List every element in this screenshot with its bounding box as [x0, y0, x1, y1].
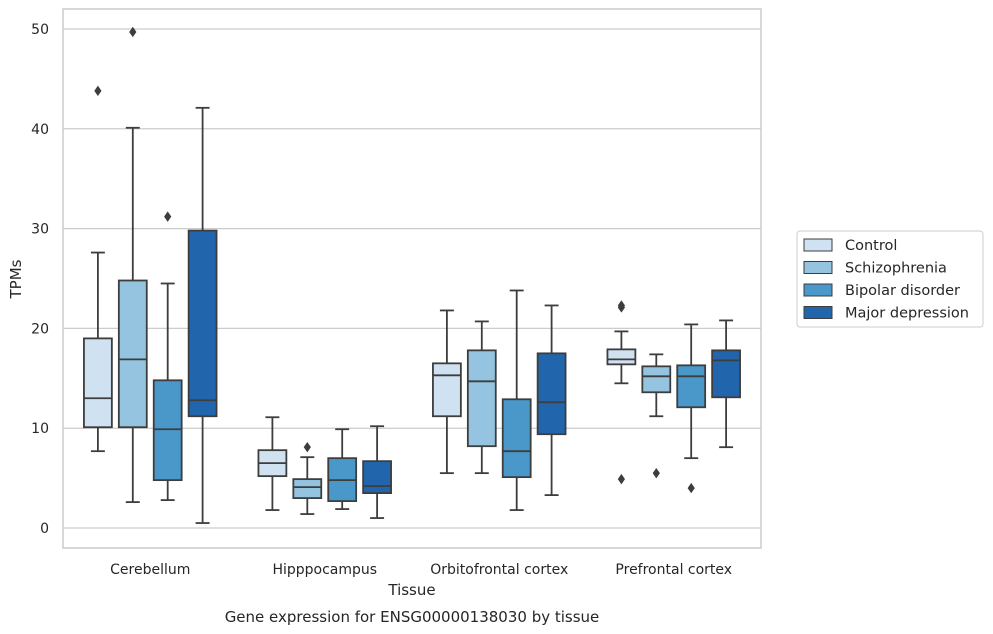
- plot-frame: [62, 8, 762, 549]
- outlier-marker: [687, 482, 695, 494]
- y-tick-label: 30: [31, 222, 49, 238]
- y-tick-label: 0: [40, 521, 49, 537]
- legend-label: Control: [845, 238, 897, 254]
- y-tick-label: 50: [31, 22, 49, 38]
- x-tick-label: Cerebellum: [110, 562, 190, 578]
- box-bipolar-disorder: [501, 289, 532, 511]
- x-tick-label: Orbitofrontal cortex: [430, 562, 568, 578]
- box: [187, 229, 218, 418]
- box-bipolar-disorder: [676, 323, 707, 494]
- y-tick-label: 10: [31, 421, 49, 437]
- box-control: [606, 300, 637, 485]
- box: [606, 348, 637, 366]
- box: [466, 349, 497, 448]
- legend-frame: [796, 230, 984, 328]
- box: [641, 365, 672, 394]
- x-tick-labels: Cerebellum Hipppocampus Orbitofrontal cort…: [110, 562, 732, 578]
- outlier-marker: [652, 467, 660, 479]
- legend-swatch: [803, 306, 833, 319]
- box-control: [257, 416, 288, 511]
- outlier-marker: [164, 211, 172, 222]
- box-schizophrenia: [466, 320, 497, 475]
- box: [292, 478, 323, 499]
- legend-label: Schizophrenia: [845, 261, 947, 277]
- box-bipolar-disorder: [152, 211, 183, 501]
- outlier-marker: [617, 302, 625, 313]
- legend-label: Major depression: [845, 306, 969, 322]
- box: [432, 362, 462, 418]
- y-tick-label: 20: [31, 321, 49, 337]
- x-axis-title: Tissue: [387, 581, 435, 599]
- box: [117, 279, 148, 429]
- box-control: [83, 85, 113, 453]
- y-tick-labels: 0 10 20 30 40 50: [31, 22, 49, 537]
- box-control: [432, 309, 462, 475]
- box-schizophrenia: [641, 353, 672, 479]
- chart-caption: Gene expression for ENSG00000138030 by t…: [225, 608, 600, 626]
- box-major-depression: [536, 304, 567, 496]
- box-major-depression: [362, 425, 392, 519]
- box-schizophrenia: [117, 26, 148, 503]
- box-bipolar-disorder: [327, 428, 358, 510]
- box: [83, 337, 113, 429]
- x-tick-label: Hipppocampus: [272, 562, 377, 578]
- legend-swatch: [803, 238, 833, 252]
- box: [152, 379, 183, 482]
- y-axis-title: TPMs: [7, 259, 25, 299]
- x-tick-label: Prefrontal cortex: [615, 562, 732, 578]
- box-major-depression: [711, 319, 741, 449]
- legend-label: Bipolar disorder: [845, 283, 960, 299]
- outlier-marker: [129, 26, 137, 38]
- box: [536, 352, 567, 436]
- legend: Control Schizophrenia Bipolar disorder Majo…: [796, 230, 984, 328]
- outlier-marker: [617, 473, 625, 485]
- y-tick-label: 40: [31, 122, 49, 138]
- box: [501, 398, 532, 479]
- box: [676, 364, 707, 409]
- legend-swatch: [803, 283, 833, 297]
- box: [362, 460, 392, 495]
- outlier-marker: [303, 441, 311, 453]
- box: [711, 349, 741, 399]
- outlier-marker: [94, 85, 102, 97]
- box-schizophrenia: [292, 441, 323, 515]
- box-major-depression: [187, 106, 218, 524]
- box-plots: [83, 26, 741, 524]
- legend-swatch: [803, 261, 833, 274]
